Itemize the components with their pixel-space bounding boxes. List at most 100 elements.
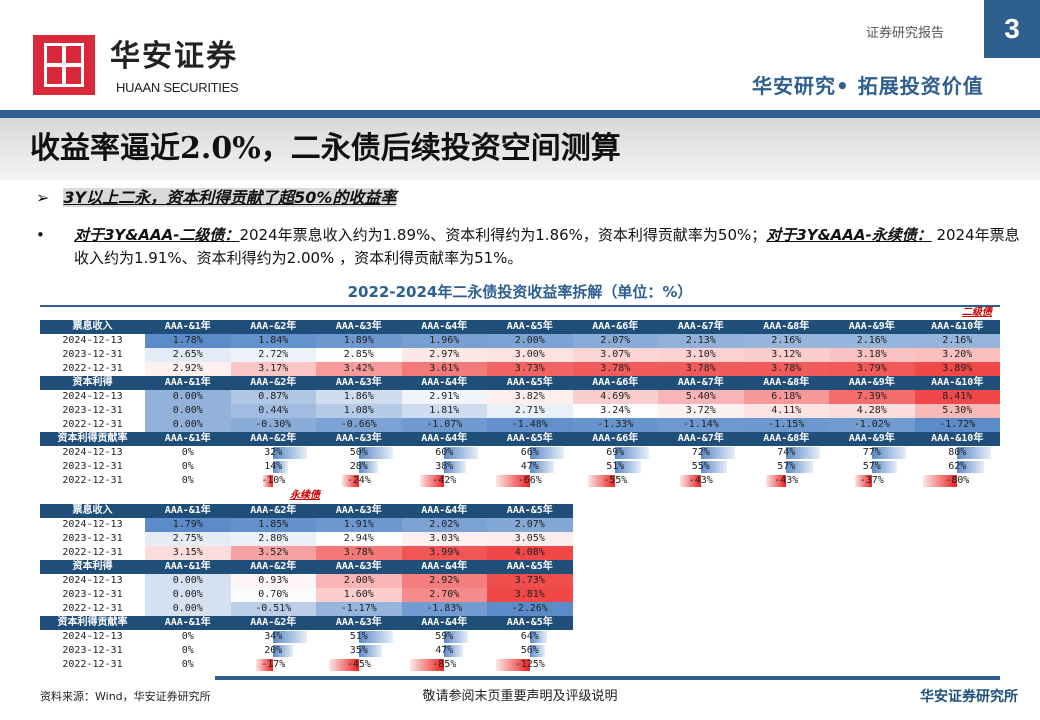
positive-data-bar bbox=[273, 447, 308, 459]
positive-data-bar bbox=[444, 461, 466, 473]
cell-value: 0% bbox=[181, 447, 194, 458]
cell-value: 5.30% bbox=[942, 405, 973, 416]
cell-value: 38% bbox=[435, 461, 454, 472]
table-cell: -1.14% bbox=[658, 418, 744, 432]
table-cell: 2.91% bbox=[401, 390, 487, 404]
cell-value: 2.07% bbox=[600, 335, 631, 346]
table-cell: 66% bbox=[487, 446, 573, 460]
table-row: 2023-12-31 0% 20% 35% 47% 56% bbox=[40, 644, 573, 658]
cell-value: 0.00% bbox=[172, 575, 203, 586]
column-header: AAA-&2年 bbox=[230, 560, 316, 574]
cell-value: 14% bbox=[264, 461, 283, 472]
tier2-bond-table: 票息收入 AAA-&1年 AAA-&2年 AAA-&3年 AAA-&4年 AAA-&5年 A… bbox=[40, 320, 1000, 488]
cell-value: 1.84% bbox=[258, 335, 289, 346]
negative-data-bar bbox=[588, 475, 616, 487]
positive-data-bar bbox=[529, 645, 546, 657]
table-cell: 3.03% bbox=[401, 532, 487, 546]
table-cell: 3.78% bbox=[658, 362, 744, 376]
cell-value: 4.11% bbox=[771, 405, 802, 416]
subtitle-text: 3Y以上二永，资本利得贡献了超50%的收益率 bbox=[63, 188, 397, 207]
table-cell: 2.92% bbox=[401, 574, 487, 588]
table-cell: 3.20% bbox=[914, 348, 1000, 362]
cell-value: 80% bbox=[948, 447, 967, 458]
table-cell: 3.12% bbox=[743, 348, 829, 362]
table-cell: 3.61% bbox=[401, 362, 487, 376]
table-cell: 64% bbox=[487, 630, 573, 644]
row-date: 2022-12-31 bbox=[62, 547, 123, 558]
cell-value: 1.91% bbox=[343, 519, 374, 530]
cell-value: 3.99% bbox=[429, 547, 460, 558]
table-cell: 2.72% bbox=[230, 348, 316, 362]
table-cell: 3.15% bbox=[145, 546, 231, 560]
cell-value: 0% bbox=[181, 631, 194, 642]
negative-data-bar bbox=[262, 475, 274, 487]
column-header: AAA-&4年 bbox=[401, 504, 487, 518]
table-cell: 2.16% bbox=[914, 334, 1000, 348]
table-cell: 1.91% bbox=[316, 518, 402, 532]
cell-value: 32% bbox=[264, 447, 283, 458]
cell-value: -17% bbox=[261, 659, 286, 670]
negative-data-bar bbox=[495, 659, 530, 671]
table-cell: 5.30% bbox=[914, 404, 1000, 418]
positive-data-bar bbox=[615, 461, 641, 473]
cell-value: 0.87% bbox=[258, 391, 289, 402]
table-cell: -1.72% bbox=[914, 418, 1000, 432]
table-row: 2022-12-31 3.15% 3.52% 3.78% 3.99% 4.08% bbox=[40, 546, 573, 560]
row-date: 2022-12-31 bbox=[62, 419, 123, 430]
row-date: 2024-12-13 bbox=[62, 575, 123, 586]
table-cell: 51% bbox=[573, 460, 659, 474]
row-date: 2022-12-31 bbox=[62, 659, 123, 670]
cell-value: 35% bbox=[349, 645, 368, 656]
table-row: 2022-12-31 0% -17% -45% -85% -125% bbox=[40, 658, 573, 672]
cell-value: 28% bbox=[349, 461, 368, 472]
table-cell: 50% bbox=[316, 446, 402, 460]
column-header: AAA-&1年 bbox=[145, 504, 231, 518]
cell-value: 0.00% bbox=[172, 405, 203, 416]
cell-value: 59% bbox=[435, 631, 454, 642]
cell-value: 2.00% bbox=[514, 335, 545, 346]
table-cell: 1.81% bbox=[401, 404, 487, 418]
cell-value: -10% bbox=[261, 475, 286, 486]
column-header: AAA-&1年 bbox=[145, 432, 231, 446]
table-cell: -80% bbox=[915, 474, 1001, 488]
cell-value: 1.78% bbox=[172, 335, 203, 346]
column-header: AAA-&5年 bbox=[487, 616, 573, 630]
cell-value: 0% bbox=[181, 645, 194, 656]
table-cell: 1.08% bbox=[316, 404, 402, 418]
table-cell: 2.70% bbox=[401, 588, 487, 602]
table-cell: -1.83% bbox=[401, 602, 487, 616]
cell-value: 3.72% bbox=[685, 405, 716, 416]
cell-value: 3.05% bbox=[514, 533, 545, 544]
bullet-text-1: 2024年票息收入约为1.89%、资本利得约为1.86%，资本利得贡献率为50%… bbox=[239, 226, 767, 244]
table-cell: 0.00% bbox=[145, 390, 231, 404]
table-cell: 5.40% bbox=[658, 390, 744, 404]
table-cell: 1.85% bbox=[230, 518, 316, 532]
block-label: 资本利得贡献率 bbox=[40, 432, 145, 446]
table-cell: 1.60% bbox=[316, 588, 402, 602]
cell-value: 0% bbox=[181, 461, 194, 472]
table-cell: 2.16% bbox=[743, 334, 829, 348]
table-cell: -1.48% bbox=[487, 418, 573, 432]
cell-value: 57% bbox=[777, 461, 796, 472]
table-cell: -66% bbox=[487, 474, 573, 488]
table-cell: 74% bbox=[744, 446, 830, 460]
table-cell: 2.07% bbox=[487, 518, 573, 532]
cell-value: 2.91% bbox=[429, 391, 460, 402]
table-cell: -43% bbox=[658, 474, 744, 488]
cell-value: 0.44% bbox=[258, 405, 289, 416]
positive-data-bar bbox=[871, 447, 906, 459]
cell-value: -125% bbox=[514, 659, 545, 670]
column-header: AAA-&7年 bbox=[658, 320, 744, 334]
cell-value: 2.02% bbox=[429, 519, 460, 530]
cell-value: 2.80% bbox=[258, 533, 289, 544]
cell-value: 2.00% bbox=[343, 575, 374, 586]
table-cell: 0.00% bbox=[145, 574, 231, 588]
negative-data-bar bbox=[923, 475, 958, 487]
cell-value: -43% bbox=[688, 475, 713, 486]
table-cell: 3.73% bbox=[487, 362, 573, 376]
row-date: 2022-12-31 bbox=[62, 475, 123, 486]
table-row: 2022-12-31 0.00% -0.51% -1.17% -1.83% -2.26% bbox=[40, 602, 573, 616]
positive-data-bar bbox=[273, 631, 308, 643]
positive-data-bar bbox=[871, 461, 898, 473]
cell-value: 0.00% bbox=[172, 419, 203, 430]
